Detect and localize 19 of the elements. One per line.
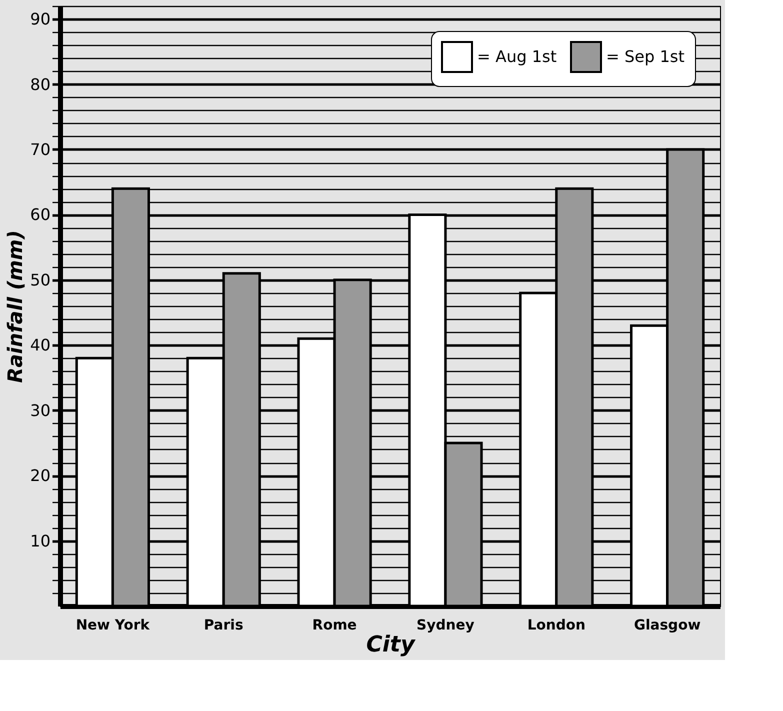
y-axis-title: Rainfall (mm)	[3, 230, 28, 383]
y-tick-label: 60	[30, 205, 50, 224]
legend-label: = Sep 1st	[606, 47, 685, 66]
legend-label: = Aug 1st	[477, 47, 557, 66]
x-tick-label: Rome	[312, 618, 357, 634]
x-tick-label: Paris	[204, 618, 244, 634]
y-tick-label: 40	[30, 336, 50, 355]
y-tick-label: 90	[30, 10, 50, 29]
y-tick-label: 50	[30, 270, 50, 290]
x-axis-title: City	[366, 632, 416, 658]
x-tick-label: Sydney	[416, 618, 474, 634]
y-tick-label: 80	[30, 74, 50, 94]
x-tick-label: New York	[76, 618, 150, 634]
y-tick-label: 70	[30, 140, 50, 159]
x-tick-label: London	[527, 618, 586, 634]
y-tick-label: 20	[30, 466, 50, 486]
x-tick-label: Glasgow	[634, 618, 701, 634]
y-tick-label: 10	[30, 531, 50, 550]
y-tick-label: 30	[30, 400, 50, 420]
